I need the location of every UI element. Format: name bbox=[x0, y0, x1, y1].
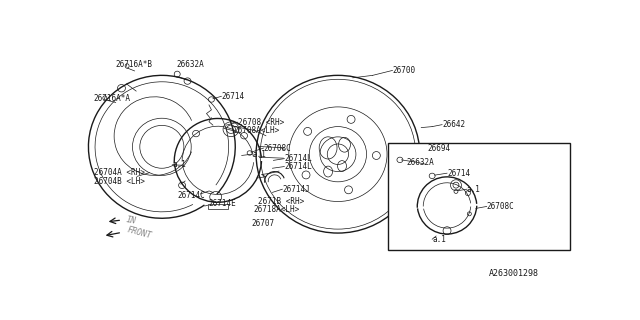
Text: 26708C: 26708C bbox=[486, 202, 515, 211]
Text: 26642: 26642 bbox=[442, 120, 465, 129]
Text: 26708 <RH>: 26708 <RH> bbox=[237, 118, 284, 127]
Text: 26704A <RH>: 26704A <RH> bbox=[94, 168, 145, 177]
Bar bbox=[388, 143, 570, 250]
Text: 26708A<LH>: 26708A<LH> bbox=[234, 126, 280, 135]
Text: IN: IN bbox=[125, 215, 137, 225]
Text: 26707: 26707 bbox=[251, 219, 275, 228]
Text: a.1: a.1 bbox=[252, 150, 266, 159]
Text: 26700: 26700 bbox=[392, 66, 415, 75]
Text: 26704B <LH>: 26704B <LH> bbox=[94, 177, 145, 186]
Text: 26714L: 26714L bbox=[284, 154, 312, 163]
Text: a.1: a.1 bbox=[172, 160, 186, 169]
Text: 26714J: 26714J bbox=[282, 185, 310, 194]
Text: 26714: 26714 bbox=[221, 92, 244, 101]
Text: 26718A<LH>: 26718A<LH> bbox=[253, 205, 300, 214]
Text: A263001298: A263001298 bbox=[489, 269, 540, 278]
Text: 26632A: 26632A bbox=[177, 60, 204, 69]
Text: a.1: a.1 bbox=[467, 185, 481, 194]
Text: 26716A*B: 26716A*B bbox=[116, 60, 153, 69]
Text: 26714C: 26714C bbox=[177, 191, 205, 200]
Text: 2671B <RH>: 2671B <RH> bbox=[257, 197, 304, 206]
Text: 26714L: 26714L bbox=[284, 162, 312, 171]
Text: 26714E: 26714E bbox=[208, 199, 236, 208]
Text: a.1: a.1 bbox=[432, 235, 446, 244]
Text: 26694: 26694 bbox=[428, 144, 451, 153]
Text: 26716A*A: 26716A*A bbox=[94, 94, 131, 103]
Text: FRONT: FRONT bbox=[125, 226, 152, 241]
Bar bbox=[208, 204, 228, 209]
Text: 26632A: 26632A bbox=[406, 157, 434, 167]
Text: 26708C: 26708C bbox=[264, 144, 291, 153]
Text: 26714: 26714 bbox=[447, 169, 470, 178]
